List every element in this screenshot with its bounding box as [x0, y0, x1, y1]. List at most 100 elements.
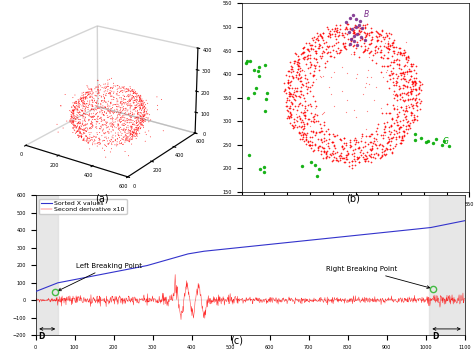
- Point: [402, 91, 410, 97]
- Point: [384, 43, 392, 49]
- Point: [376, 50, 384, 55]
- Point: [255, 65, 262, 70]
- Point: [377, 132, 385, 138]
- Point: [320, 145, 328, 151]
- Point: [295, 129, 302, 135]
- Point: [301, 69, 308, 74]
- Point: [328, 26, 336, 31]
- Point: [295, 66, 302, 72]
- Point: [288, 64, 296, 70]
- Point: [405, 67, 412, 72]
- Point: [338, 155, 346, 161]
- Point: [377, 54, 385, 60]
- Point: [390, 82, 397, 88]
- Point: [350, 30, 358, 36]
- Point: [383, 120, 391, 125]
- Text: (b): (b): [346, 194, 360, 204]
- Point: [347, 51, 355, 57]
- Point: [401, 108, 409, 114]
- Point: [350, 29, 357, 35]
- Point: [371, 50, 379, 55]
- Point: [403, 83, 410, 89]
- Point: [312, 50, 320, 56]
- Point: [315, 136, 322, 142]
- Point: [307, 128, 314, 134]
- Point: [284, 68, 292, 74]
- Point: [296, 79, 303, 84]
- Point: [401, 128, 408, 133]
- Point: [294, 57, 301, 63]
- Point: [353, 42, 361, 48]
- Point: [328, 43, 336, 49]
- Point: [301, 72, 309, 78]
- Point: [328, 74, 335, 80]
- Point: [340, 145, 348, 151]
- Point: [378, 28, 385, 33]
- Point: [299, 50, 306, 55]
- Point: [362, 85, 369, 90]
- Point: [325, 143, 332, 149]
- Point: [288, 93, 296, 99]
- Point: [412, 100, 420, 105]
- Point: [323, 59, 331, 64]
- Point: [332, 22, 340, 28]
- Point: [374, 151, 382, 157]
- Point: [379, 143, 387, 149]
- Point: [388, 149, 396, 155]
- Point: [290, 88, 298, 93]
- Point: [365, 32, 373, 38]
- Point: [367, 139, 375, 145]
- Point: [325, 131, 333, 137]
- Point: [332, 40, 340, 46]
- Point: [336, 47, 344, 53]
- Point: [287, 79, 294, 84]
- Point: [349, 13, 357, 18]
- Point: [325, 146, 332, 151]
- Point: [287, 110, 294, 116]
- Point: [324, 33, 332, 39]
- Point: [367, 147, 374, 153]
- Point: [352, 22, 359, 28]
- Point: [337, 153, 345, 159]
- Point: [380, 52, 388, 58]
- Point: [390, 39, 397, 45]
- Point: [356, 54, 363, 59]
- Point: [384, 139, 392, 144]
- Point: [296, 68, 303, 73]
- Point: [304, 65, 311, 70]
- Point: [309, 139, 316, 144]
- Point: [341, 135, 348, 141]
- Point: [298, 118, 305, 123]
- Point: [405, 68, 413, 74]
- Point: [339, 155, 347, 161]
- Point: [387, 122, 394, 127]
- Point: [408, 90, 415, 96]
- Point: [373, 142, 380, 148]
- Point: [303, 121, 310, 127]
- Point: [356, 159, 363, 165]
- Point: [303, 57, 310, 62]
- Point: [407, 84, 414, 89]
- Point: [399, 137, 407, 142]
- Point: [397, 104, 404, 110]
- Point: [380, 74, 387, 80]
- Point: [322, 151, 330, 156]
- Point: [407, 112, 414, 118]
- Point: [305, 139, 312, 145]
- Point: [413, 99, 421, 104]
- Point: [404, 92, 412, 97]
- Point: [387, 59, 395, 65]
- Point: [333, 27, 340, 32]
- Point: [402, 126, 410, 132]
- Point: [346, 15, 354, 21]
- Point: [401, 129, 408, 135]
- Point: [306, 135, 314, 140]
- Point: [308, 61, 315, 66]
- Point: [352, 140, 360, 145]
- Point: [349, 147, 357, 153]
- Point: [356, 18, 364, 24]
- Point: [341, 45, 349, 51]
- Point: [374, 45, 382, 51]
- Point: [311, 64, 319, 69]
- Point: [377, 49, 384, 55]
